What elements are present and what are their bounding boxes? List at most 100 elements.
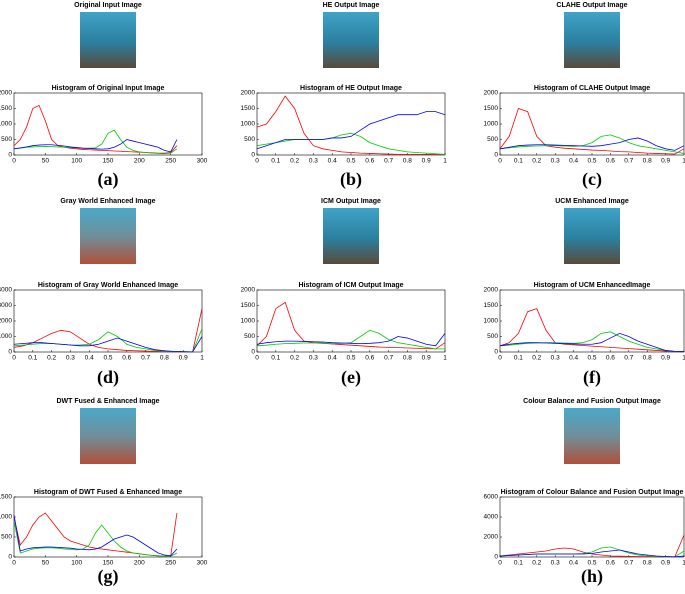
thumbnail-image xyxy=(323,12,379,68)
x-tick-label: 0.7 xyxy=(141,355,150,362)
caption: (d) xyxy=(97,367,119,388)
axes-box xyxy=(256,92,446,156)
x-tick-label: 0.6 xyxy=(365,158,374,165)
x-tick-label: 0 xyxy=(498,560,502,567)
x-tick-label: 0.2 xyxy=(290,158,299,165)
histogram-line xyxy=(256,132,446,155)
caption: (b) xyxy=(340,169,362,190)
image-title: Gray World Enhanced Image xyxy=(60,198,155,205)
y-tick-label: 0 xyxy=(251,152,255,159)
histogram-title: Histogram of Gray World Enhanced Image xyxy=(38,282,178,289)
thumbnail-image xyxy=(564,12,620,68)
histogram-line xyxy=(256,301,446,350)
y-tick-label: 2000 xyxy=(241,90,256,97)
x-tick-label: 1 xyxy=(682,158,685,165)
x-tick-label: 0.6 xyxy=(606,158,615,165)
y-tick-label: 0 xyxy=(8,152,12,159)
y-tick-label: 4000 xyxy=(484,514,499,521)
x-tick-label: 200 xyxy=(134,560,145,567)
x-tick-label: 0.7 xyxy=(384,355,393,362)
x-tick-label: 0.8 xyxy=(403,158,412,165)
histogram-title: Histogram of ICM Output Image xyxy=(299,282,404,289)
histogram-line xyxy=(13,514,178,557)
x-tick-label: 0.8 xyxy=(403,355,412,362)
x-tick-label: 0.1 xyxy=(514,560,523,567)
x-tick-label: 0.9 xyxy=(661,355,670,362)
thumbnail-image xyxy=(80,12,136,68)
histogram-line xyxy=(499,308,685,353)
x-tick-label: 150 xyxy=(103,158,114,165)
caption: (a) xyxy=(98,169,119,190)
y-tick-label: 1500 xyxy=(484,105,499,112)
y-tick-label: 500 xyxy=(244,333,255,340)
x-tick-label: 0 xyxy=(255,158,259,165)
histogram-title: Histogram of UCM EnhancedImage xyxy=(534,282,651,289)
x-tick-label: 250 xyxy=(165,158,176,165)
caption: (f) xyxy=(583,367,601,388)
x-tick-label: 0.8 xyxy=(643,158,652,165)
histogram-line xyxy=(13,336,203,353)
x-tick-label: 300 xyxy=(197,560,208,567)
x-tick-label: 0.2 xyxy=(47,355,56,362)
y-tick-label: 2000 xyxy=(0,90,12,97)
y-tick-label: 1500 xyxy=(0,105,12,112)
x-tick-label: 1 xyxy=(682,355,685,362)
x-tick-label: 0.3 xyxy=(66,355,75,362)
y-tick-label: 1500 xyxy=(241,302,256,309)
y-tick-label: 1000 xyxy=(484,318,499,325)
x-tick-label: 0.5 xyxy=(587,560,596,567)
x-tick-label: 0.6 xyxy=(606,355,615,362)
y-tick-label: 500 xyxy=(244,136,255,143)
y-tick-label: 0 xyxy=(8,349,12,356)
histogram-line xyxy=(256,329,445,350)
y-tick-label: 6000 xyxy=(484,494,499,501)
x-tick-label: 0 xyxy=(498,158,502,165)
x-tick-label: 0.4 xyxy=(328,158,337,165)
x-tick-label: 200 xyxy=(134,158,145,165)
x-tick-label: 0 xyxy=(12,158,16,165)
x-tick-label: 0.2 xyxy=(532,560,541,567)
caption: (c) xyxy=(582,169,602,190)
image-title: DWT Fused & Enhanced Image xyxy=(56,398,159,405)
x-tick-label: 0.6 xyxy=(365,355,374,362)
x-tick-label: 150 xyxy=(103,560,114,567)
histogram-line xyxy=(13,129,178,155)
y-tick-label: 4000 xyxy=(0,287,12,294)
x-tick-label: 0 xyxy=(255,355,259,362)
x-tick-label: 0.1 xyxy=(514,355,523,362)
x-tick-label: 0.7 xyxy=(624,560,633,567)
y-tick-label: 500 xyxy=(1,534,12,541)
x-tick-label: 0.9 xyxy=(661,560,670,567)
histogram-line xyxy=(499,332,685,353)
y-tick-label: 2000 xyxy=(0,318,12,325)
y-tick-label: 1000 xyxy=(241,318,256,325)
y-tick-label: 0 xyxy=(251,349,255,356)
x-tick-label: 100 xyxy=(71,158,82,165)
y-tick-label: 1000 xyxy=(0,121,12,128)
x-tick-label: 100 xyxy=(71,560,82,567)
y-tick-label: 1500 xyxy=(241,105,256,112)
x-tick-label: 0.4 xyxy=(328,355,337,362)
x-tick-label: 0.9 xyxy=(179,355,188,362)
caption: (g) xyxy=(98,566,119,587)
x-tick-label: 0.2 xyxy=(290,355,299,362)
x-tick-label: 0.2 xyxy=(532,158,541,165)
y-tick-label: 0 xyxy=(494,152,498,159)
y-tick-label: 1500 xyxy=(484,302,499,309)
x-tick-label: 0.3 xyxy=(309,355,318,362)
y-tick-label: 500 xyxy=(487,136,498,143)
x-tick-label: 0.5 xyxy=(587,158,596,165)
y-tick-label: 2000 xyxy=(484,287,499,294)
x-tick-label: 0.8 xyxy=(643,355,652,362)
caption: (h) xyxy=(581,566,603,587)
image-title: HE Output Image xyxy=(323,2,380,9)
x-tick-label: 0.1 xyxy=(271,355,280,362)
x-tick-label: 1 xyxy=(200,355,204,362)
x-tick-label: 0.6 xyxy=(122,355,131,362)
caption: (e) xyxy=(341,367,361,388)
y-tick-label: 2000 xyxy=(484,90,499,97)
x-tick-label: 50 xyxy=(42,560,50,567)
x-tick-label: 0.9 xyxy=(661,158,670,165)
